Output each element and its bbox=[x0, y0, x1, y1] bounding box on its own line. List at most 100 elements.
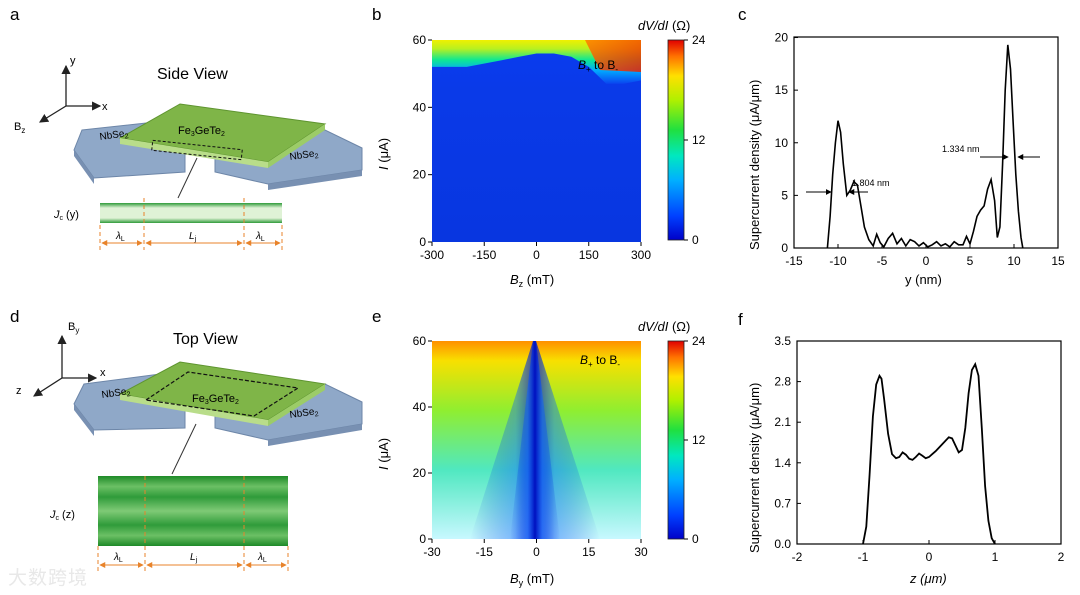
heatmap-e-axes: -30 -15 0 15 30 0 20 40 60 bbox=[413, 334, 648, 559]
lambda-left-label-d: λL bbox=[113, 552, 123, 564]
electrode-left-label-d: NbSe2 bbox=[101, 386, 131, 402]
plot-f-frame bbox=[796, 340, 1062, 545]
y-tick-label: 2.8 bbox=[774, 375, 791, 389]
b-annotation: B+ to B- bbox=[578, 58, 618, 74]
device-top: Fe3GeTe2 NbSe2 NbSe2 bbox=[73, 361, 363, 475]
jc-y-label: Jc (y) bbox=[53, 209, 79, 222]
heatmap-b-corner bbox=[585, 40, 641, 72]
axis-bz-label: Bz bbox=[14, 121, 25, 135]
heatmap-b-axes: -300 -150 0 150 300 0 20 40 60 bbox=[413, 33, 652, 262]
b-xlabel: Bz (mT) bbox=[510, 272, 554, 289]
panel-d: d By x z Top View Fe3GeTe2 NbSe2 NbSe2 bbox=[10, 307, 363, 572]
y-tick-label: 0 bbox=[781, 241, 788, 255]
plot-c-axes: -15 -10 -5 0 5 10 15 0 5 10 15 20 bbox=[775, 31, 1065, 268]
x-tick-label: 0 bbox=[923, 254, 930, 268]
y-tick-label: 2.1 bbox=[774, 415, 791, 429]
lj-label-d: Lj bbox=[190, 552, 198, 564]
x-tick-label: 1 bbox=[992, 550, 999, 564]
material-label-a: Fe3GeTe2 bbox=[178, 125, 225, 138]
y-tick-label: 0.0 bbox=[774, 537, 791, 551]
y-tick-label: 20 bbox=[413, 466, 427, 480]
axes-triad-d: By x z bbox=[16, 321, 106, 397]
axis-x-label: x bbox=[102, 101, 108, 113]
colorbar-b-label: dV/dI (Ω) bbox=[638, 18, 690, 33]
heatmap-b-critical-band bbox=[432, 40, 641, 84]
x-tick-label: -1 bbox=[858, 550, 869, 564]
x-tick-label: 30 bbox=[634, 545, 648, 559]
e-ylabel: I (μA) bbox=[376, 438, 391, 470]
y-tick-label: 60 bbox=[413, 33, 427, 47]
x-tick-label: -300 bbox=[420, 248, 444, 262]
x-tick-label: 0 bbox=[533, 248, 540, 262]
y-tick-label: 15 bbox=[775, 83, 789, 97]
x-tick-label: -10 bbox=[829, 254, 847, 268]
jc-strip-d: Jc (z) λL Lj λL bbox=[49, 476, 289, 572]
c-annotation-1: 1.804 nm bbox=[852, 178, 890, 188]
axis-z-label-d: z bbox=[16, 385, 22, 397]
colorbar-tick-label: 12 bbox=[692, 133, 706, 147]
c-xlabel: y (nm) bbox=[905, 272, 942, 287]
y-tick-label: 40 bbox=[413, 400, 427, 414]
lj-label: Lj bbox=[189, 231, 197, 243]
panel-f: f -2 -1 0 1 2 0.0 0.7 1.4 2.1 2.8 3.5 z (μm) Super… bbox=[738, 310, 1065, 586]
colorbar-tick-label: 24 bbox=[692, 33, 706, 47]
jc-z-label: Jc (z) bbox=[49, 509, 75, 522]
device-side: Fe3GeTe2 NbSe2 NbSe2 bbox=[73, 103, 363, 199]
x-tick-label: 300 bbox=[631, 248, 651, 262]
x-tick-label: -15 bbox=[476, 545, 494, 559]
x-tick-label: 0 bbox=[533, 545, 540, 559]
colorbar-e bbox=[667, 340, 685, 540]
c-ylabel: Supercurrent density (μA/μm) bbox=[747, 80, 762, 250]
e-xlabel: By (mT) bbox=[510, 571, 554, 588]
panel-c-letter: c bbox=[738, 5, 747, 24]
top-view-title: Top View bbox=[173, 331, 238, 348]
colorbar-b-ticks: 0 12 24 bbox=[684, 33, 706, 247]
panel-a-letter: a bbox=[10, 5, 20, 24]
panel-a: a y x Bz Side View Fe3GeTe2 NbSe2 NbSe2 bbox=[10, 5, 363, 250]
plot-f-series bbox=[862, 361, 996, 545]
y-tick-label: 5 bbox=[781, 188, 788, 202]
panel-e-letter: e bbox=[372, 307, 381, 326]
y-tick-label: 20 bbox=[775, 31, 789, 45]
panel-c: c -15 -10 -5 0 5 10 15 0 5 10 15 20 1.804 nm 1.334 … bbox=[738, 5, 1065, 287]
jc-strip-a: Jc (y) λL Lj λL bbox=[53, 198, 283, 250]
c-annotation-2: 1.334 nm bbox=[942, 144, 980, 154]
y-tick-label: 0 bbox=[419, 532, 426, 546]
f-xlabel: z (μm) bbox=[909, 571, 947, 586]
x-tick-label: 0 bbox=[926, 550, 933, 564]
watermark-text: 大数跨境 bbox=[8, 567, 89, 589]
y-tick-label: 60 bbox=[413, 334, 427, 348]
panel-f-letter: f bbox=[738, 310, 743, 329]
x-tick-label: 10 bbox=[1007, 254, 1021, 268]
x-tick-label: 15 bbox=[582, 545, 596, 559]
material-label-d: Fe3GeTe2 bbox=[192, 393, 239, 406]
axes-triad-a: y x Bz bbox=[14, 55, 108, 135]
plot-c-series bbox=[826, 44, 1024, 249]
lambda-right-label: λL bbox=[255, 231, 265, 243]
axis-x-label-d: x bbox=[100, 367, 106, 379]
y-tick-label: 0 bbox=[419, 235, 426, 249]
x-tick-label: 15 bbox=[1051, 254, 1065, 268]
panel-b-letter: b bbox=[372, 5, 381, 24]
colorbar-e-label: dV/dI (Ω) bbox=[638, 319, 690, 334]
x-tick-label: -150 bbox=[472, 248, 496, 262]
x-tick-label: -2 bbox=[792, 550, 803, 564]
colorbar-tick-label: 0 bbox=[692, 532, 699, 546]
watermark-logo: 大数跨境 bbox=[8, 563, 88, 590]
x-tick-label: 5 bbox=[967, 254, 974, 268]
colorbar-tick-label: 0 bbox=[692, 233, 699, 247]
electrode-left-label: NbSe2 bbox=[99, 128, 129, 144]
x-tick-label: 2 bbox=[1058, 550, 1065, 564]
x-tick-label: -30 bbox=[423, 545, 441, 559]
f-ylabel: Supercurrent density (μA/μm) bbox=[747, 383, 762, 553]
y-tick-label: 0.7 bbox=[774, 496, 791, 510]
e-annotation: B+ to B- bbox=[580, 353, 620, 369]
side-view-title: Side View bbox=[157, 66, 228, 83]
lambda-left-label: λL bbox=[115, 231, 125, 243]
axis-y-label: y bbox=[70, 55, 76, 67]
y-tick-label: 1.4 bbox=[774, 456, 791, 470]
y-tick-label: 20 bbox=[413, 168, 427, 182]
colorbar-tick-label: 12 bbox=[692, 433, 706, 447]
electrode-right-label: NbSe2 bbox=[289, 148, 319, 164]
